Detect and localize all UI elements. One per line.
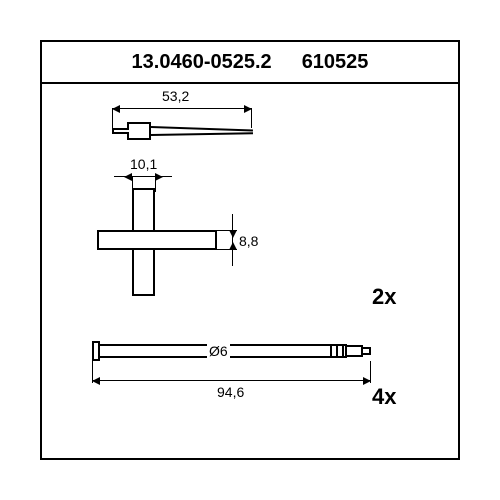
- pin-length-dimline: [92, 380, 371, 381]
- clip-arm-bottom: [151, 132, 253, 136]
- clip-dim-line: [112, 108, 252, 109]
- cross-qty: 2x: [372, 284, 396, 310]
- cross-join-mask: [134, 232, 153, 248]
- pin-length-label: 94,6: [217, 384, 244, 400]
- cross-width-dimline: [114, 176, 172, 177]
- clip-width-label: 53,2: [162, 88, 189, 104]
- title-bar: 13.0460-0525.2 610525: [42, 42, 458, 84]
- drawing-frame: 13.0460-0525.2 610525 53,2 10,1: [40, 40, 460, 460]
- pin-step2: [361, 347, 371, 355]
- arrow-icon: [229, 242, 237, 250]
- pin-collar: [336, 344, 338, 358]
- ext-line: [251, 108, 252, 128]
- clip-tab: [112, 128, 129, 134]
- pin-diameter-label: Ø6: [207, 343, 230, 359]
- cross-height-label: 8,8: [239, 233, 258, 249]
- arrow-icon: [112, 105, 120, 113]
- pin-collar: [342, 344, 344, 358]
- arrow-icon: [363, 377, 371, 385]
- pin-qty: 4x: [372, 384, 396, 410]
- diagram-area: 53,2 10,1: [42, 84, 458, 458]
- cross-width-label: 10,1: [130, 156, 157, 172]
- clip-block: [127, 122, 151, 140]
- pin-collar: [330, 344, 332, 358]
- arrow-icon: [92, 377, 100, 385]
- ref-number: 610525: [302, 51, 369, 74]
- ext-line: [112, 108, 113, 128]
- cross-height-dimline: [232, 214, 233, 266]
- arrow-icon: [229, 230, 237, 238]
- part-number: 13.0460-0525.2: [132, 51, 272, 74]
- arrow-icon: [155, 173, 163, 181]
- pin-cap-left: [92, 341, 100, 361]
- clip-arm-top: [151, 126, 253, 132]
- cross-horizontal: [97, 230, 217, 250]
- arrow-icon: [124, 173, 132, 181]
